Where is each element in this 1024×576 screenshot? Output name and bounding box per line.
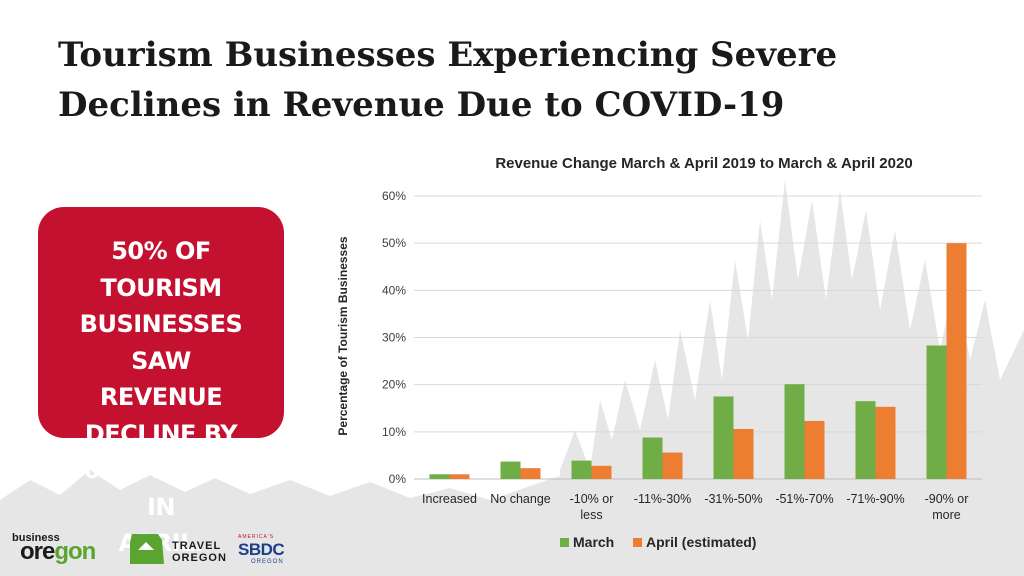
x-tick-label: Increased bbox=[422, 492, 477, 506]
y-tick-label: 10% bbox=[382, 425, 406, 439]
sbdc-sub-text: OREGON bbox=[251, 559, 284, 565]
x-tick-label: more bbox=[932, 508, 961, 522]
legend-label: March bbox=[573, 534, 614, 550]
bar-april-2 bbox=[591, 465, 612, 479]
partner-logos: business oregon TRAVEL OREGON AMERICA'S … bbox=[8, 528, 308, 572]
x-tick-label: -51%-70% bbox=[775, 492, 833, 506]
bar-march-3 bbox=[642, 437, 663, 479]
bar-march-6 bbox=[855, 401, 876, 479]
y-axis-ticks: 0% 10% 20% 30% 40% 50% 60% bbox=[382, 189, 406, 486]
y-axis-label: Percentage of Tourism Businesses bbox=[336, 236, 350, 436]
bar-april-7 bbox=[946, 243, 967, 479]
x-tick-label: less bbox=[580, 508, 602, 522]
bar-april-4 bbox=[733, 429, 754, 479]
callout-line-4: 90% or More in bbox=[67, 456, 255, 521]
oregon-state-icon bbox=[130, 534, 164, 564]
sbdc-top-text: AMERICA'S bbox=[238, 534, 275, 540]
callout-box: 50% of Tourism Businesses Saw Revenue De… bbox=[38, 207, 284, 557]
y-tick-label: 30% bbox=[382, 331, 406, 345]
sbdc-logo: SBDC bbox=[238, 540, 285, 559]
legend-swatch bbox=[560, 538, 569, 547]
y-tick-label: 0% bbox=[389, 472, 407, 486]
business-oregon-small-text: business bbox=[12, 532, 60, 544]
chart-title: Revenue Change March & April 2019 to Mar… bbox=[495, 155, 912, 172]
bar-march-2 bbox=[571, 460, 592, 479]
x-tick-label: No change bbox=[490, 492, 551, 506]
x-tick-label: -90% or bbox=[925, 492, 969, 506]
bar-april-1 bbox=[520, 468, 541, 479]
legend-label: April (estimated) bbox=[646, 534, 756, 550]
callout-line-2: Businesses Saw bbox=[79, 310, 243, 375]
x-tick-label: -31%-50% bbox=[704, 492, 762, 506]
legend-swatch bbox=[633, 538, 642, 547]
business-oregon-wordmark: oregon bbox=[20, 538, 96, 566]
business-oregon-wordmark-b: gon bbox=[54, 538, 96, 565]
revenue-change-chart: Revenue Change March & April 2019 to Mar… bbox=[336, 155, 982, 550]
x-tick-label: -11%-30% bbox=[634, 492, 691, 506]
x-axis-ticks: Increased No change -10% or less -11%-30% -31… bbox=[422, 492, 968, 522]
y-tick-label: 50% bbox=[382, 236, 406, 250]
callout-line-3: Revenue Decline by bbox=[84, 383, 238, 448]
y-tick-label: 60% bbox=[382, 189, 406, 203]
travel-oregon-logo: TRAVEL OREGON bbox=[172, 540, 227, 564]
bar-march-1 bbox=[500, 461, 521, 479]
x-tick-label: -71%-90% bbox=[846, 492, 904, 506]
y-tick-label: 40% bbox=[382, 283, 406, 297]
page-title-line-1: Tourism Businesses Experiencing Severe bbox=[58, 35, 838, 75]
travel-oregon-line-1: TRAVEL bbox=[172, 540, 222, 552]
bar-march-5 bbox=[784, 384, 805, 479]
callout-text: 50% of Tourism Businesses Saw Revenue De… bbox=[52, 233, 270, 562]
bar-march-4 bbox=[713, 396, 734, 479]
bar-april-3 bbox=[662, 452, 683, 479]
y-tick-label: 20% bbox=[382, 378, 406, 392]
bars bbox=[429, 243, 967, 479]
legend: March April (estimated) bbox=[560, 534, 756, 550]
callout-line-1: 50% of Tourism bbox=[100, 237, 222, 302]
gridlines bbox=[414, 195, 982, 480]
business-oregon-wordmark-a: ore bbox=[20, 538, 55, 565]
page-title: Tourism Businesses Experiencing Severe D… bbox=[58, 30, 958, 130]
bar-march-0 bbox=[429, 474, 450, 479]
travel-oregon-line-2: OREGON bbox=[172, 552, 227, 564]
bar-april-0 bbox=[449, 474, 470, 479]
bar-april-5 bbox=[804, 420, 825, 479]
bar-april-6 bbox=[875, 406, 896, 479]
bar-march-7 bbox=[926, 345, 947, 479]
page-title-line-2: Declines in Revenue Due to COVID-19 bbox=[58, 85, 785, 125]
x-tick-label: -10% or bbox=[570, 492, 614, 506]
